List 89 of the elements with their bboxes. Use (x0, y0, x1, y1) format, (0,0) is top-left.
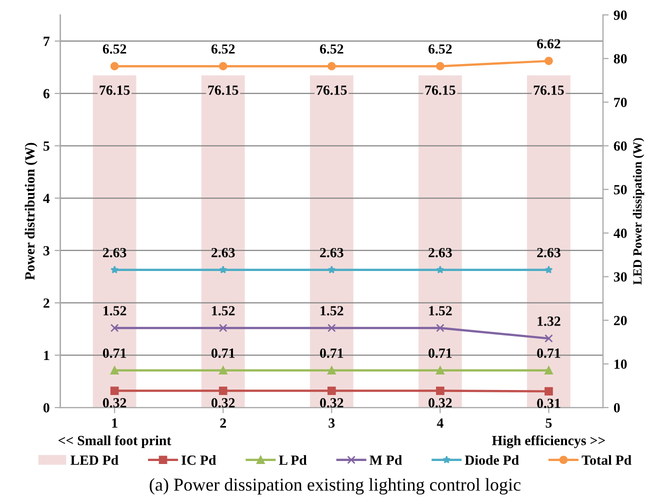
y-tick-label: 7 (44, 36, 50, 46)
point (436, 62, 444, 70)
point (327, 62, 336, 70)
legend-label: M Pd (370, 455, 402, 465)
data-label: 6.52 (320, 44, 344, 54)
y-tick-label: 6 (43, 89, 50, 98)
point (544, 56, 553, 66)
point (327, 366, 336, 375)
data-label: 6.52 (428, 44, 452, 54)
point (544, 366, 553, 375)
text: High efficiencys >> (492, 435, 605, 448)
point (218, 324, 228, 332)
point (218, 62, 228, 70)
y-axis-title: Power distribution (W) (24, 142, 38, 280)
point (327, 324, 336, 332)
y2-tick-label: 80 (614, 54, 627, 64)
y2-tick-label: 90 (614, 10, 627, 20)
data-label: 0.31 (537, 398, 560, 408)
y-tick-label: 2 (44, 298, 50, 308)
point (110, 266, 119, 274)
point (110, 386, 119, 395)
data-label: 2.63 (537, 248, 560, 258)
point (110, 366, 119, 375)
data-label: 1.32 (538, 316, 560, 326)
data-label: 2.63 (428, 248, 452, 258)
point (218, 366, 228, 375)
y-tick-label: 0 (43, 403, 50, 412)
point (544, 387, 553, 396)
data-label: 6.62 (537, 39, 560, 48)
y2-tick-label: 70 (614, 98, 627, 108)
data-label: 1.52 (212, 306, 235, 316)
y2-tick-label: 60 (614, 141, 627, 151)
y-tick-label: 1 (44, 350, 50, 360)
y2-tick-label: 10 (614, 359, 627, 369)
data-label: 0.71 (102, 348, 126, 358)
point (544, 266, 553, 274)
x-tick-label: 2 (220, 418, 226, 428)
point (219, 266, 228, 274)
point (110, 62, 119, 70)
y2-axis-title: LED Power dissipation (W) (632, 138, 644, 285)
y-tick-label: 5 (43, 142, 50, 151)
y2-tick-label: 40 (614, 228, 627, 238)
legend-label: LED Pd (70, 455, 118, 465)
point (436, 386, 444, 395)
data-label: 2.63 (103, 248, 126, 258)
data-label: 0.32 (320, 398, 344, 408)
data-label: 1.52 (320, 306, 344, 316)
y2-tick-label: 50 (614, 184, 627, 194)
data-label: 2.63 (320, 248, 344, 258)
data-label: 1.52 (429, 306, 452, 316)
x-tick-label: 5 (546, 418, 552, 428)
x-tick-label: 4 (436, 418, 444, 428)
legend-label: L Pd (278, 455, 307, 465)
point (218, 386, 228, 395)
y-tick-label: 4 (43, 194, 50, 203)
data-label: 0.32 (211, 398, 235, 408)
data-label: 0.71 (211, 348, 235, 358)
data-label: 76.15 (425, 85, 456, 95)
data-label: 0.71 (537, 348, 560, 358)
data-label: 0.32 (102, 398, 126, 408)
point (436, 324, 444, 332)
legend-label: IC Pd (182, 455, 216, 465)
data-label: 76.15 (316, 85, 347, 95)
point (327, 386, 336, 395)
x-tick-label: 1 (112, 418, 118, 428)
data-label: 1.52 (104, 306, 126, 316)
data-label: 6.52 (102, 44, 126, 54)
data-label: 76.15 (208, 85, 238, 95)
data-label: 0.71 (320, 348, 344, 358)
data-label: 6.52 (211, 44, 235, 54)
text: (a) Power dissipation existing lighting control logic (150, 478, 520, 495)
point (436, 366, 444, 375)
text: << Small foot print (58, 435, 172, 448)
legend-label: Diode Pd (464, 455, 519, 465)
data-label: 76.15 (534, 85, 564, 95)
data-label: 2.63 (212, 248, 235, 258)
y2-tick-label: 0 (614, 403, 620, 412)
y2-tick-label: 30 (614, 272, 627, 282)
point (544, 334, 553, 343)
point (328, 266, 336, 274)
data-label: 0.71 (428, 348, 452, 358)
data-label: 0.32 (428, 398, 452, 408)
y-tick-label: 3 (43, 246, 50, 256)
legend-label: Total Pd (582, 455, 632, 465)
point (110, 324, 119, 332)
x-tick-label: 3 (328, 418, 335, 428)
point (436, 266, 444, 274)
y2-tick-label: 20 (614, 316, 627, 326)
data-label: 76.15 (100, 85, 130, 95)
